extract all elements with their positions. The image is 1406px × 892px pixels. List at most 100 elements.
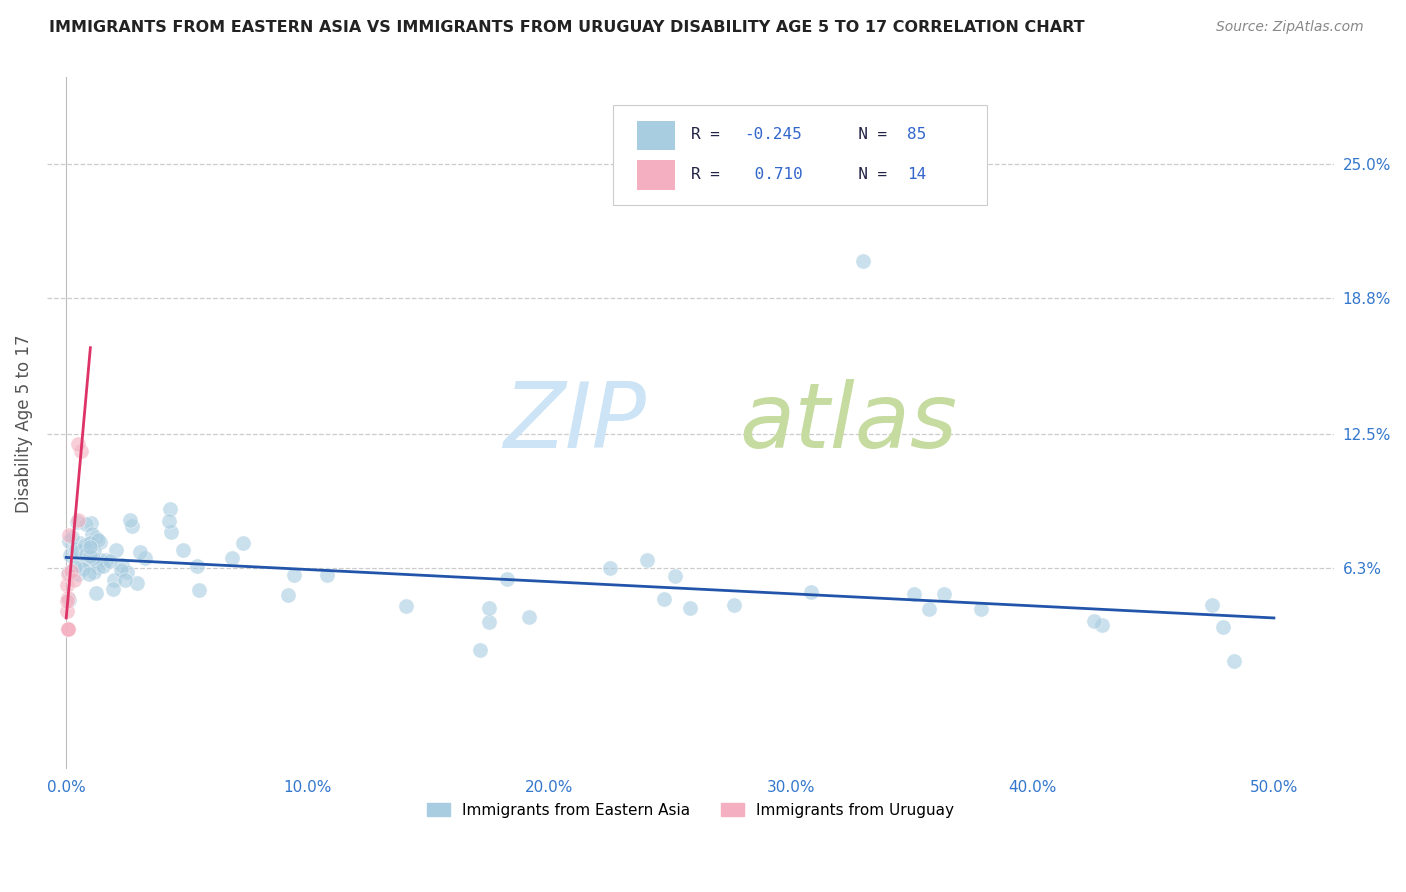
Point [723, 598, 745, 612]
Point [232, 536, 254, 550]
Point [58, 592, 80, 607]
Point [79, 549, 101, 563]
Point [87, 560, 110, 574]
Point [82, 551, 104, 566]
FancyBboxPatch shape [613, 105, 987, 205]
Point [65, 541, 87, 556]
Point [90, 553, 112, 567]
Text: ZIP: ZIP [503, 379, 647, 467]
Point [1201, 598, 1223, 612]
Text: IMMIGRANTS FROM EASTERN ASIA VS IMMIGRANTS FROM URUGUAY DISABILITY AGE 5 TO 17 C: IMMIGRANTS FROM EASTERN ASIA VS IMMIGRAN… [49, 20, 1085, 35]
Y-axis label: Disability Age 5 to 17: Disability Age 5 to 17 [15, 334, 32, 513]
Point [1083, 614, 1105, 628]
Point [69, 535, 91, 549]
Point [652, 592, 675, 607]
Point [86, 557, 108, 571]
Point [91, 559, 114, 574]
Point [103, 574, 125, 588]
Point [134, 550, 156, 565]
Point [276, 588, 298, 602]
Point [111, 558, 134, 573]
Point [94, 552, 117, 566]
Point [172, 543, 194, 558]
Point [63, 573, 86, 587]
Point [664, 568, 686, 582]
Point [159, 524, 181, 539]
Point [104, 543, 127, 558]
Point [75, 547, 97, 561]
Point [87, 533, 110, 548]
Text: 0.710: 0.710 [745, 167, 803, 182]
Point [159, 501, 181, 516]
Text: atlas: atlas [740, 379, 957, 467]
Point [56, 622, 79, 636]
Point [56, 594, 79, 608]
Point [599, 560, 621, 574]
Point [800, 585, 823, 599]
Point [80, 516, 103, 530]
Point [59, 548, 82, 562]
Point [110, 563, 132, 577]
Point [636, 553, 658, 567]
Point [56, 578, 79, 592]
Point [69, 544, 91, 558]
Point [82, 536, 104, 550]
Point [932, 587, 955, 601]
Text: Source: ZipAtlas.com: Source: ZipAtlas.com [1216, 20, 1364, 34]
Point [157, 514, 180, 528]
Point [221, 550, 243, 565]
Point [852, 254, 875, 268]
Point [66, 566, 89, 581]
Point [114, 574, 136, 588]
Point [468, 643, 491, 657]
Point [58, 565, 80, 579]
Point [76, 556, 98, 570]
Point [58, 527, 80, 541]
Point [101, 582, 124, 596]
Point [186, 558, 208, 573]
Point [70, 443, 93, 458]
Text: 14: 14 [907, 167, 927, 182]
Point [75, 517, 97, 532]
Bar [637, 121, 675, 150]
Point [970, 602, 993, 616]
Point [315, 567, 337, 582]
Point [59, 564, 82, 578]
Text: 85: 85 [907, 128, 927, 143]
Point [394, 599, 416, 613]
Point [63, 560, 86, 574]
Text: R =: R = [690, 167, 730, 182]
Point [918, 601, 941, 615]
Point [66, 515, 89, 529]
Point [67, 437, 90, 451]
Point [98, 554, 121, 568]
Legend: Immigrants from Eastern Asia, Immigrants from Uruguay: Immigrants from Eastern Asia, Immigrants… [420, 797, 960, 824]
Point [1091, 618, 1114, 632]
Point [72, 562, 94, 576]
Text: -0.245: -0.245 [745, 128, 803, 143]
Point [283, 568, 305, 582]
Point [58, 591, 80, 606]
Point [496, 572, 519, 586]
Point [903, 587, 925, 601]
Point [75, 540, 97, 554]
Point [478, 615, 501, 629]
Point [188, 582, 211, 597]
Point [84, 586, 107, 600]
Point [89, 534, 111, 549]
Point [118, 513, 141, 527]
Text: N =: N = [838, 167, 897, 182]
Point [517, 609, 540, 624]
Point [79, 540, 101, 554]
Point [86, 531, 108, 545]
Point [1223, 654, 1246, 668]
Bar [637, 161, 675, 189]
Point [83, 566, 105, 580]
Text: N =: N = [838, 128, 897, 143]
Point [56, 604, 79, 618]
Point [679, 600, 702, 615]
Point [478, 600, 501, 615]
Point [56, 622, 79, 636]
Point [62, 530, 84, 544]
Point [83, 542, 105, 557]
